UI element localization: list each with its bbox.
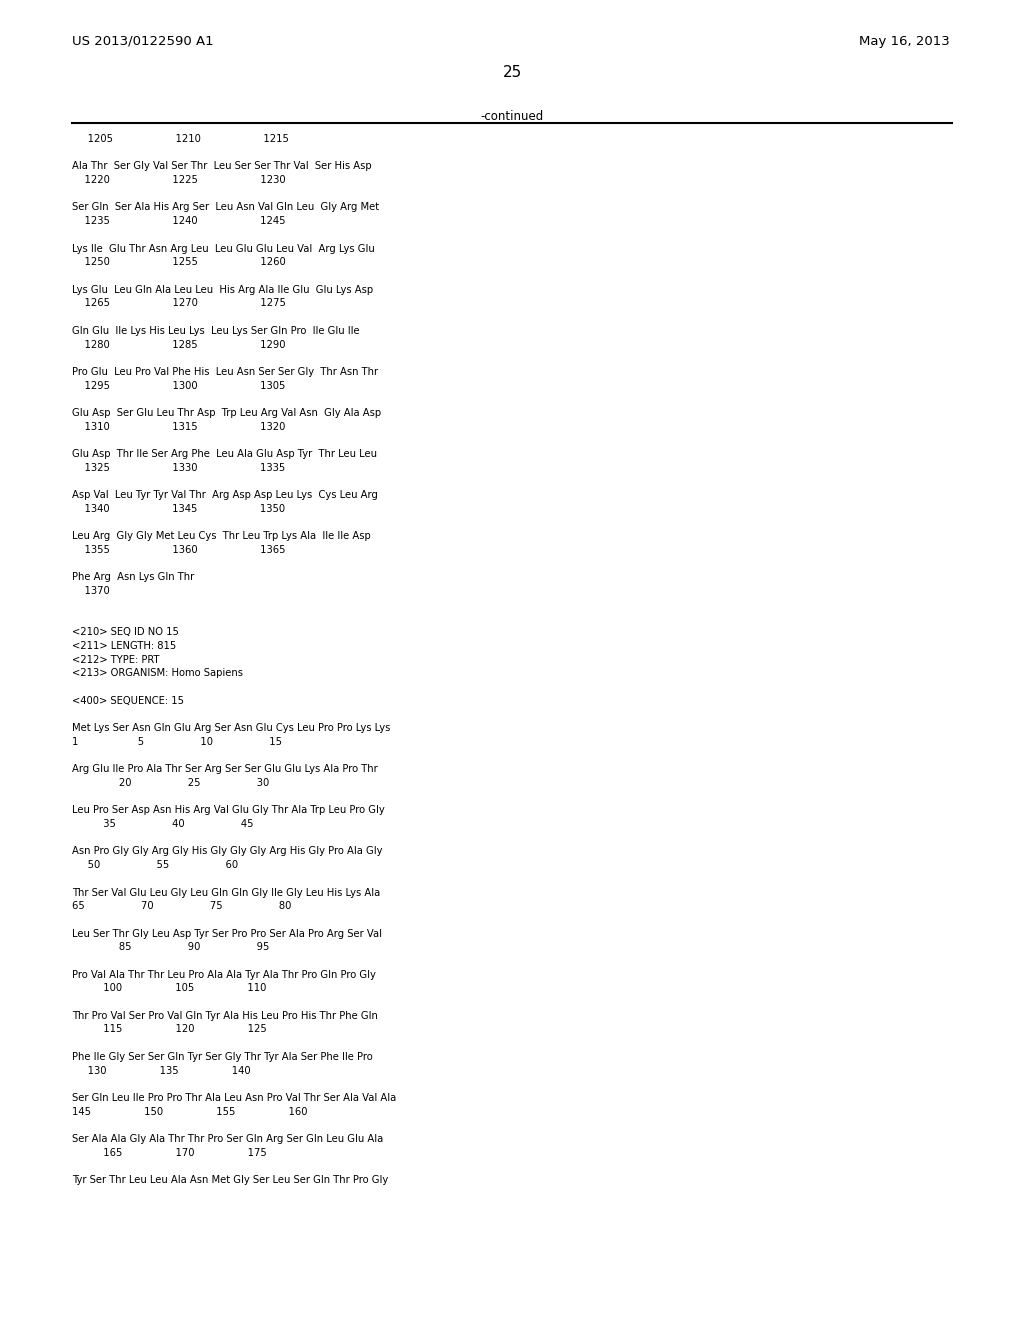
Text: <211> LENGTH: 815: <211> LENGTH: 815 [72,642,176,651]
Text: Glu Asp  Thr Ile Ser Arg Phe  Leu Ala Glu Asp Tyr  Thr Leu Leu: Glu Asp Thr Ile Ser Arg Phe Leu Ala Glu … [72,449,377,459]
Text: 20                  25                  30: 20 25 30 [72,777,269,788]
Text: 1235                    1240                    1245: 1235 1240 1245 [72,216,286,226]
Text: 1220                    1225                    1230: 1220 1225 1230 [72,176,286,185]
Text: 1                   5                  10                  15: 1 5 10 15 [72,737,282,747]
Text: 50                  55                  60: 50 55 60 [72,861,239,870]
Text: 65                  70                  75                  80: 65 70 75 80 [72,902,292,911]
Text: Asn Pro Gly Gly Arg Gly His Gly Gly Gly Arg His Gly Pro Ala Gly: Asn Pro Gly Gly Arg Gly His Gly Gly Gly … [72,846,383,857]
Text: <210> SEQ ID NO 15: <210> SEQ ID NO 15 [72,627,179,638]
Text: 1280                    1285                    1290: 1280 1285 1290 [72,339,286,350]
Text: 165                 170                 175: 165 170 175 [72,1148,266,1158]
Text: May 16, 2013: May 16, 2013 [859,36,950,48]
Text: Gln Glu  Ile Lys His Leu Lys  Leu Lys Ser Gln Pro  Ile Glu Ile: Gln Glu Ile Lys His Leu Lys Leu Lys Ser … [72,326,359,335]
Text: Phe Ile Gly Ser Ser Gln Tyr Ser Gly Thr Tyr Ala Ser Phe Ile Pro: Phe Ile Gly Ser Ser Gln Tyr Ser Gly Thr … [72,1052,373,1061]
Text: 1355                    1360                    1365: 1355 1360 1365 [72,545,286,554]
Text: 25: 25 [503,65,521,81]
Text: Ser Ala Ala Gly Ala Thr Thr Pro Ser Gln Arg Ser Gln Leu Glu Ala: Ser Ala Ala Gly Ala Thr Thr Pro Ser Gln … [72,1134,383,1144]
Text: 130                 135                 140: 130 135 140 [72,1065,251,1076]
Text: Pro Glu  Leu Pro Val Phe His  Leu Asn Ser Ser Gly  Thr Asn Thr: Pro Glu Leu Pro Val Phe His Leu Asn Ser … [72,367,378,378]
Text: Glu Asp  Ser Glu Leu Thr Asp  Trp Leu Arg Val Asn  Gly Ala Asp: Glu Asp Ser Glu Leu Thr Asp Trp Leu Arg … [72,408,381,418]
Text: Ser Gln  Ser Ala His Arg Ser  Leu Asn Val Gln Leu  Gly Arg Met: Ser Gln Ser Ala His Arg Ser Leu Asn Val … [72,202,379,213]
Text: Pro Val Ala Thr Thr Leu Pro Ala Ala Tyr Ala Thr Pro Gln Pro Gly: Pro Val Ala Thr Thr Leu Pro Ala Ala Tyr … [72,970,376,979]
Text: Asp Val  Leu Tyr Tyr Val Thr  Arg Asp Asp Leu Lys  Cys Leu Arg: Asp Val Leu Tyr Tyr Val Thr Arg Asp Asp … [72,490,378,500]
Text: 1205                    1210                    1215: 1205 1210 1215 [72,135,289,144]
Text: Leu Arg  Gly Gly Met Leu Cys  Thr Leu Trp Lys Ala  Ile Ile Asp: Leu Arg Gly Gly Met Leu Cys Thr Leu Trp … [72,531,371,541]
Text: 85                  90                  95: 85 90 95 [72,942,269,952]
Text: 1325                    1330                    1335: 1325 1330 1335 [72,463,286,473]
Text: 35                  40                  45: 35 40 45 [72,818,254,829]
Text: 100                 105                 110: 100 105 110 [72,983,266,994]
Text: 1295                    1300                    1305: 1295 1300 1305 [72,380,286,391]
Text: Lys Glu  Leu Gln Ala Leu Leu  His Arg Ala Ile Glu  Glu Lys Asp: Lys Glu Leu Gln Ala Leu Leu His Arg Ala … [72,285,373,294]
Text: 1340                    1345                    1350: 1340 1345 1350 [72,504,285,513]
Text: 1265                    1270                    1275: 1265 1270 1275 [72,298,286,309]
Text: 145                 150                 155                 160: 145 150 155 160 [72,1106,307,1117]
Text: Thr Ser Val Glu Leu Gly Leu Gln Gln Gly Ile Gly Leu His Lys Ala: Thr Ser Val Glu Leu Gly Leu Gln Gln Gly … [72,887,380,898]
Text: Arg Glu Ile Pro Ala Thr Ser Arg Ser Ser Glu Glu Lys Ala Pro Thr: Arg Glu Ile Pro Ala Thr Ser Arg Ser Ser … [72,764,378,775]
Text: 1370: 1370 [72,586,110,597]
Text: Leu Pro Ser Asp Asn His Arg Val Glu Gly Thr Ala Trp Leu Pro Gly: Leu Pro Ser Asp Asn His Arg Val Glu Gly … [72,805,385,816]
Text: Tyr Ser Thr Leu Leu Ala Asn Met Gly Ser Leu Ser Gln Thr Pro Gly: Tyr Ser Thr Leu Leu Ala Asn Met Gly Ser … [72,1175,388,1185]
Text: Met Lys Ser Asn Gln Glu Arg Ser Asn Glu Cys Leu Pro Pro Lys Lys: Met Lys Ser Asn Gln Glu Arg Ser Asn Glu … [72,723,390,733]
Text: 1250                    1255                    1260: 1250 1255 1260 [72,257,286,267]
Text: 115                 120                 125: 115 120 125 [72,1024,266,1035]
Text: Lys Ile  Glu Thr Asn Arg Leu  Leu Glu Glu Leu Val  Arg Lys Glu: Lys Ile Glu Thr Asn Arg Leu Leu Glu Glu … [72,244,375,253]
Text: US 2013/0122590 A1: US 2013/0122590 A1 [72,36,214,48]
Text: <400> SEQUENCE: 15: <400> SEQUENCE: 15 [72,696,184,706]
Text: 1310                    1315                    1320: 1310 1315 1320 [72,421,286,432]
Text: Ala Thr  Ser Gly Val Ser Thr  Leu Ser Ser Thr Val  Ser His Asp: Ala Thr Ser Gly Val Ser Thr Leu Ser Ser … [72,161,372,172]
Text: <213> ORGANISM: Homo Sapiens: <213> ORGANISM: Homo Sapiens [72,668,243,678]
Text: Phe Arg  Asn Lys Gln Thr: Phe Arg Asn Lys Gln Thr [72,573,195,582]
Text: Thr Pro Val Ser Pro Val Gln Tyr Ala His Leu Pro His Thr Phe Gln: Thr Pro Val Ser Pro Val Gln Tyr Ala His … [72,1011,378,1020]
Text: <212> TYPE: PRT: <212> TYPE: PRT [72,655,160,664]
Text: Ser Gln Leu Ile Pro Pro Thr Ala Leu Asn Pro Val Thr Ser Ala Val Ala: Ser Gln Leu Ile Pro Pro Thr Ala Leu Asn … [72,1093,396,1104]
Text: -continued: -continued [480,110,544,123]
Text: Leu Ser Thr Gly Leu Asp Tyr Ser Pro Pro Ser Ala Pro Arg Ser Val: Leu Ser Thr Gly Leu Asp Tyr Ser Pro Pro … [72,928,382,939]
